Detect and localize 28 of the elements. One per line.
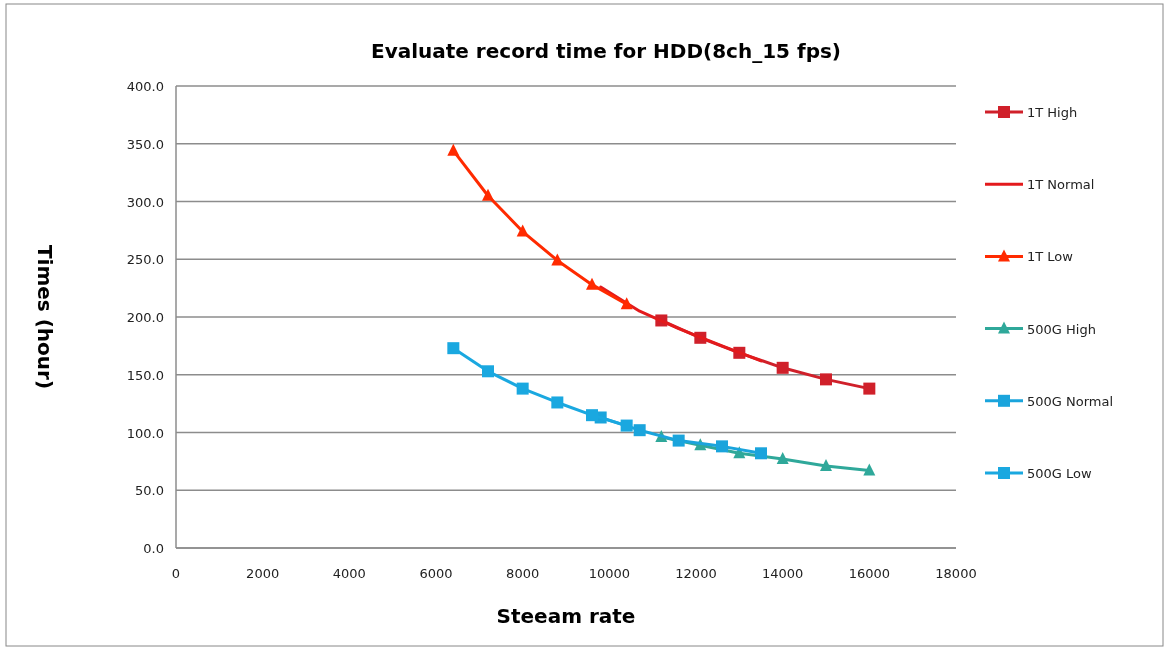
x-tick-label: 18000 (935, 566, 977, 581)
y-tick-label: 150.0 (126, 367, 164, 383)
legend-label: 500G Normal (1027, 393, 1114, 409)
x-tick-label: 16000 (848, 566, 891, 581)
x-tick-label: 12000 (675, 566, 717, 581)
legend-label: 1T Normal (1027, 177, 1095, 193)
y-tick-label: 300.0 (126, 194, 164, 210)
x-tick-label: 4000 (332, 566, 366, 581)
x-axis-title: Steeam rate (496, 604, 636, 628)
x-tick-label: 14000 (761, 566, 804, 581)
y-tick-label: 200.0 (126, 310, 164, 325)
x-tick-label: 8000 (506, 566, 540, 581)
x-tick-label: 6000 (419, 566, 453, 581)
y-tick-label: 400.0 (126, 79, 164, 94)
y-tick-label: 100.0 (126, 425, 164, 441)
chart-title: Evaluate record time for HDD(8ch_15 fps) (370, 39, 842, 63)
legend-label: 500G Low (1027, 466, 1092, 481)
legend-label: 1T High (1027, 105, 1078, 120)
y-tick-label: 0.0 (143, 541, 164, 556)
legend-label: 500G High (1027, 321, 1096, 337)
y-tick-label: 50.0 (135, 483, 164, 499)
y-tick-label: 350.0 (126, 136, 164, 152)
x-tick-label: 2000 (246, 566, 280, 581)
y-axis-title: Times (hour) (33, 244, 57, 390)
y-tick-label: 250.0 (126, 252, 164, 268)
x-tick-label: 10000 (588, 566, 631, 581)
x-tick-label: 0 (171, 566, 181, 581)
legend-label: 1T Low (1027, 249, 1074, 265)
